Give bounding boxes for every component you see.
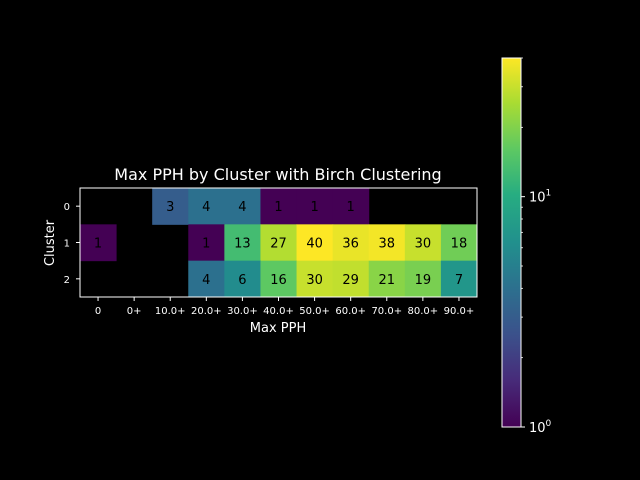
cell-value-label: 40	[306, 237, 323, 252]
y-axis: 0 1 2	[64, 202, 80, 286]
y-axis-label: Cluster	[43, 219, 58, 266]
y-tick-label: 2	[64, 275, 70, 286]
colorbar-tick-label: 100	[529, 419, 552, 436]
cell-value-label: 7	[455, 273, 463, 288]
x-tick-label: 20.0+	[191, 306, 222, 317]
cell-value-label: 4	[202, 273, 210, 288]
cell-value-label: 36	[342, 237, 359, 252]
x-tick-label: 90.0+	[444, 306, 475, 317]
x-tick-label: 70.0+	[371, 306, 402, 317]
heatmap-cell	[296, 188, 334, 225]
x-axis: 0 0+ 10.0+ 20.0+ 30.0+ 40.0+ 50.0+ 60.0+ 70.0+ 80…	[95, 297, 474, 317]
heatmap-cell	[224, 224, 261, 262]
cell-value-label: 4	[202, 200, 210, 215]
colorbar: 100 101	[501, 57, 552, 436]
heatmap-cell	[332, 188, 370, 225]
x-tick-label: 50.0+	[299, 306, 330, 317]
cell-value-label: 4	[238, 200, 246, 215]
cell-value-label: 3	[166, 200, 174, 215]
x-tick-label: 0+	[127, 306, 142, 317]
x-tick-label: 30.0+	[227, 306, 258, 317]
heatmap-cell	[404, 224, 442, 262]
cell-value-label: 27	[270, 237, 287, 252]
heatmap-cell	[260, 260, 298, 298]
heatmap-cell	[368, 224, 406, 262]
cell-value-label: 13	[234, 237, 251, 252]
cell-value-label: 1	[94, 237, 102, 252]
cell-value-label: 29	[342, 273, 359, 288]
x-tick-label: 60.0+	[335, 306, 366, 317]
y-tick-label: 0	[64, 202, 70, 213]
heatmap-cell	[188, 224, 225, 262]
colorbar-gradient	[502, 58, 521, 427]
cell-value-label: 1	[347, 200, 355, 215]
cell-value-label: 16	[270, 273, 287, 288]
cell-value-label: 1	[310, 200, 318, 215]
heatmap-cell	[296, 224, 334, 262]
heatmap-cell	[188, 260, 225, 298]
cell-value-label: 30	[306, 273, 323, 288]
x-axis-label: Max PPH	[250, 321, 306, 336]
cell-value-label: 30	[415, 237, 432, 252]
colorbar-tick-label: 101	[529, 189, 551, 206]
heatmap-cell	[188, 188, 225, 225]
heatmap-cell	[152, 188, 189, 225]
x-tick-label: 0	[95, 306, 101, 317]
x-tick-label: 40.0+	[263, 306, 294, 317]
colorbar-frame	[501, 57, 522, 428]
heatmap-cell	[224, 260, 261, 298]
chart-title: Max PPH by Cluster with Birch Clustering	[114, 165, 441, 184]
heatmap-cell	[260, 224, 298, 262]
cell-value-label: 6	[238, 273, 246, 288]
heatmap-cell	[440, 224, 478, 262]
heatmap-cell	[440, 260, 478, 298]
y-tick-label: 1	[64, 239, 70, 250]
heatmap-cell	[260, 188, 298, 225]
cell-value-label: 19	[415, 273, 432, 288]
heatmap-cell	[80, 224, 117, 262]
heatmap-cells: 3 4 4 1 1 1 1 1 13 27 40 36 38 30 18 4 6 16 30 29 21 19 7	[80, 188, 478, 298]
heatmap-cell	[296, 260, 334, 298]
heatmap-cell	[332, 260, 370, 298]
x-tick-label: 80.0+	[408, 306, 439, 317]
heatmap-cell	[368, 260, 406, 298]
cell-value-label: 38	[378, 237, 395, 252]
x-tick-label: 10.0+	[155, 306, 186, 317]
cell-value-label: 1	[274, 200, 282, 215]
cell-value-label: 21	[378, 273, 395, 288]
heatmap-cell	[404, 260, 442, 298]
heatmap-cell	[332, 224, 370, 262]
cell-value-label: 1	[202, 237, 210, 252]
heatmap-cell	[224, 188, 261, 225]
cell-value-label: 18	[451, 237, 468, 252]
